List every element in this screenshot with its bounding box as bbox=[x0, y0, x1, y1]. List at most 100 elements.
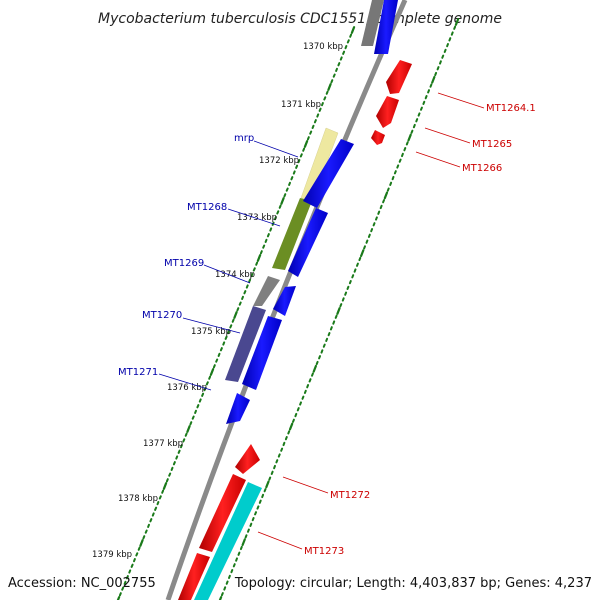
tick-mark bbox=[322, 343, 326, 348]
kbp-label: 1371 kbp bbox=[281, 100, 321, 110]
tick-mark bbox=[427, 89, 430, 94]
tick-mark bbox=[412, 123, 416, 129]
tick-mark bbox=[372, 222, 376, 227]
tick-mark bbox=[162, 482, 168, 490]
tick-mark bbox=[309, 130, 313, 135]
tick-mark bbox=[391, 175, 395, 181]
tick-mark bbox=[360, 249, 365, 258]
tick-mark bbox=[405, 141, 409, 146]
tick-mark bbox=[276, 210, 280, 215]
map-title: Mycobacterium tuberculosis CDC1551, comp… bbox=[98, 11, 502, 27]
kbp-label: 1379 kbp bbox=[92, 550, 132, 560]
tick-mark bbox=[407, 133, 412, 142]
tick-mark bbox=[311, 124, 315, 129]
gene-label: MT1266 bbox=[462, 163, 502, 174]
tick-mark bbox=[358, 256, 362, 262]
tick-mark bbox=[325, 337, 329, 342]
gene-label: MT1265 bbox=[472, 139, 512, 150]
gene-label: MT1268 bbox=[187, 202, 227, 213]
tick-mark bbox=[254, 511, 257, 516]
tick-mark bbox=[311, 372, 314, 377]
kbp-label: 1377 kbp bbox=[143, 439, 183, 449]
tick-mark bbox=[270, 470, 274, 475]
tick-mark bbox=[261, 493, 265, 499]
tick-mark bbox=[422, 100, 426, 105]
gene-MT1270 bbox=[225, 306, 266, 382]
tick-mark bbox=[133, 558, 136, 563]
tick-mark bbox=[303, 140, 309, 148]
tick-mark bbox=[263, 488, 267, 493]
tick-mark bbox=[180, 444, 183, 449]
tick-mark bbox=[161, 489, 165, 494]
kbp-label: 1370 kbp bbox=[303, 42, 343, 52]
tick-mark bbox=[222, 341, 226, 346]
tick-mark bbox=[336, 307, 341, 315]
tick-mark bbox=[434, 71, 438, 77]
tick-mark bbox=[301, 395, 305, 400]
tick-mark bbox=[189, 421, 193, 426]
tick-mark bbox=[262, 244, 266, 249]
tick-mark bbox=[424, 95, 428, 100]
tick-mark bbox=[217, 352, 221, 357]
tick-mark bbox=[168, 472, 172, 477]
tick-mark bbox=[370, 228, 374, 233]
tick-mark bbox=[453, 25, 457, 30]
tick-mark bbox=[344, 291, 348, 296]
tick-mark bbox=[256, 254, 262, 262]
tick-mark bbox=[268, 476, 272, 481]
tick-mark bbox=[323, 96, 327, 101]
tick-mark bbox=[231, 318, 235, 323]
gene-MT1269 bbox=[253, 276, 280, 306]
tick-mark bbox=[306, 136, 310, 141]
gene-label: MT1264.1 bbox=[486, 103, 536, 114]
tick-mark bbox=[144, 529, 148, 534]
tick-mark bbox=[223, 586, 227, 591]
tick-mark bbox=[294, 412, 298, 418]
tick-mark bbox=[288, 422, 294, 431]
tick-mark bbox=[383, 191, 389, 200]
tick-mark bbox=[363, 245, 366, 250]
tick-mark bbox=[320, 349, 324, 354]
gene-red-lower-1 bbox=[235, 444, 260, 474]
tick-mark bbox=[266, 233, 270, 238]
tick-mark bbox=[205, 381, 209, 386]
tick-mark bbox=[339, 303, 343, 308]
gene-red-lower-2 bbox=[199, 474, 246, 552]
tick-mark bbox=[318, 107, 322, 112]
tick-mark bbox=[243, 290, 247, 295]
tick-mark bbox=[277, 453, 281, 458]
tick-mark bbox=[415, 118, 419, 123]
tick-mark bbox=[377, 210, 381, 215]
tick-mark bbox=[209, 368, 215, 376]
tick-mark bbox=[332, 73, 336, 78]
tick-mark bbox=[285, 187, 289, 192]
tick-mark bbox=[194, 409, 197, 414]
kbp-label: 1375 kbp bbox=[191, 327, 231, 337]
tick-mark bbox=[250, 273, 254, 278]
tick-mark bbox=[379, 204, 383, 210]
tick-mark bbox=[265, 480, 270, 489]
accession-text: Accession: NC_002755 bbox=[8, 576, 156, 591]
gene-top-blue bbox=[374, 0, 398, 54]
tick-mark bbox=[244, 534, 248, 539]
tick-mark bbox=[264, 238, 268, 243]
tick-mark bbox=[280, 447, 284, 452]
tick-mark bbox=[219, 347, 223, 352]
kbp-label: 1374 kbp bbox=[215, 270, 255, 280]
gene-MT1268 bbox=[272, 198, 312, 270]
gene-blue-1 bbox=[303, 139, 354, 208]
tick-mark bbox=[280, 197, 285, 205]
tick-mark bbox=[135, 552, 139, 557]
right-gene-labels: MT1264.1 MT1265 MT1266 MT1272 MT1273 bbox=[257, 92, 536, 557]
tick-mark bbox=[275, 459, 279, 464]
tick-mark bbox=[158, 495, 162, 500]
tick-mark bbox=[247, 528, 250, 533]
tick-mark bbox=[335, 67, 338, 72]
kbp-label: 1378 kbp bbox=[118, 494, 158, 504]
tick-mark bbox=[327, 83, 332, 91]
tick-mark bbox=[229, 324, 233, 329]
tick-mark bbox=[239, 545, 243, 551]
tick-mark bbox=[182, 438, 186, 443]
tick-mark bbox=[306, 384, 310, 389]
